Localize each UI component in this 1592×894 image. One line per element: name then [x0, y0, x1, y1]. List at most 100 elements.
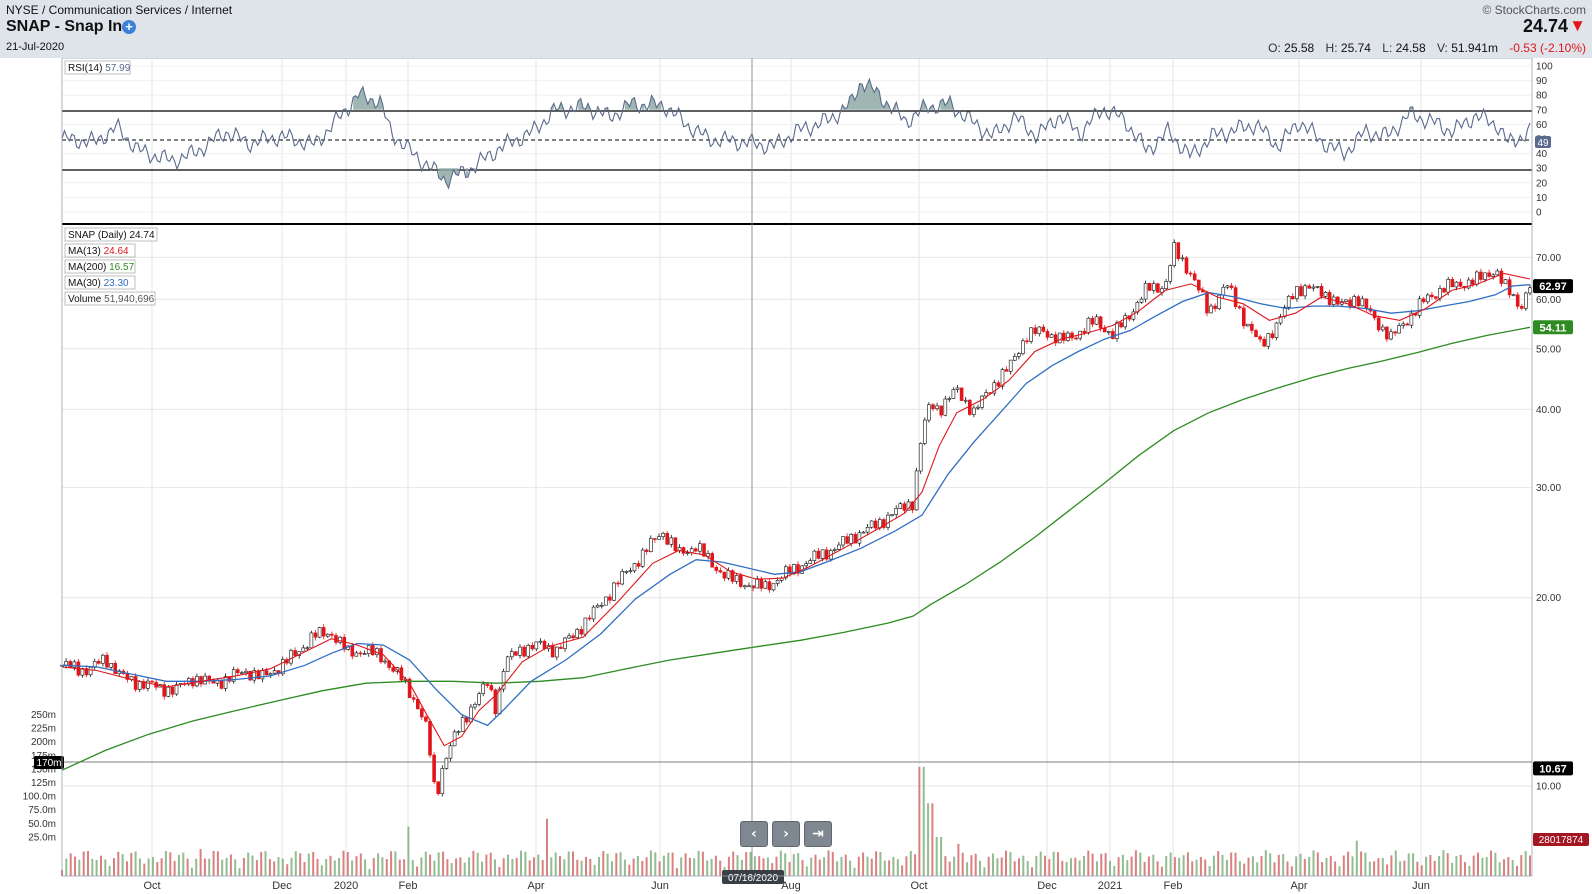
- candle-body: [264, 670, 269, 676]
- volume-bar: [935, 837, 938, 876]
- last-volume-tag: 28017874: [1533, 833, 1589, 846]
- ma30-line: [61, 284, 1531, 727]
- candle-body: [767, 581, 772, 591]
- volume-bar: [203, 858, 206, 876]
- volume-bar: [810, 857, 813, 876]
- candle-body: [526, 644, 531, 657]
- open-label: O:: [1268, 41, 1281, 55]
- volume-bar: [151, 857, 154, 876]
- volume-bar: [1091, 853, 1094, 876]
- volume-bar: [65, 858, 68, 876]
- candle-body: [628, 570, 633, 573]
- volume-bar: [1143, 862, 1146, 876]
- candle-body: [1515, 294, 1520, 307]
- price-legend-box: [64, 291, 156, 306]
- candle-body: [1426, 294, 1430, 303]
- volume-bar: [1286, 861, 1289, 876]
- candle-body: [648, 538, 653, 552]
- candle-body: [1270, 333, 1275, 339]
- volume-bar: [455, 858, 458, 876]
- legend-series-name: Volume: [68, 294, 104, 305]
- volume-bar: [255, 860, 258, 876]
- volume-bar: [520, 850, 522, 876]
- scroll-forward-button[interactable]: ›: [772, 821, 800, 847]
- rsi-tick-label: 60: [1536, 120, 1548, 131]
- candle-body: [922, 419, 927, 444]
- candle-body: [1156, 283, 1160, 293]
- candle-body: [959, 387, 964, 401]
- candle-body: [1434, 296, 1438, 299]
- volume-bar: [377, 853, 380, 876]
- candle-body: [272, 670, 277, 674]
- candle-body: [759, 578, 764, 589]
- volume-bar: [528, 860, 531, 876]
- volume-bar: [169, 852, 172, 876]
- candle-body: [1352, 296, 1356, 307]
- candle-body: [1205, 291, 1209, 314]
- volume-bar: [1147, 856, 1150, 876]
- candle-body: [501, 671, 506, 690]
- candle-body: [955, 387, 960, 390]
- candle-body: [1475, 271, 1479, 285]
- candle-body: [1029, 327, 1033, 342]
- candle-body: [931, 404, 935, 410]
- candle-body: [783, 566, 788, 579]
- legend-series-name: MA(30): [68, 278, 104, 289]
- candle-body: [1017, 353, 1021, 357]
- price-tick-label: 70.00: [1536, 253, 1561, 264]
- legend-series-value: 23.30: [104, 278, 129, 289]
- candle-body: [743, 585, 747, 588]
- candle-body: [841, 536, 845, 546]
- candle-body: [293, 650, 297, 656]
- candle-body: [514, 651, 518, 656]
- scroll-back-button[interactable]: ‹: [740, 821, 768, 847]
- candle-body: [583, 617, 588, 635]
- ohlc-readout: O: 25.58 H: 25.74 L: 24.58 V: 51.941m -0…: [1268, 41, 1586, 55]
- volume-bar: [1156, 861, 1159, 876]
- legend-series-value: 51,940,696: [104, 294, 154, 305]
- volume-bar: [1186, 852, 1189, 876]
- volume-bar: [381, 857, 384, 876]
- volume-bar: [225, 857, 228, 876]
- price-legend-entry: Volume 51,940,696: [68, 294, 155, 305]
- volume-bar: [260, 851, 263, 876]
- candle-body: [914, 470, 919, 511]
- price-chart[interactable]: 1009080706050403020100 RSI(14) 57.99 49 …: [0, 58, 1592, 894]
- candle-body: [898, 503, 903, 509]
- volume-bar: [156, 862, 159, 876]
- candle-body: [1258, 336, 1262, 340]
- candle-body: [722, 571, 727, 579]
- open-value: 25.58: [1284, 41, 1315, 55]
- symbol-title[interactable]: SNAP - Snap Inc.: [6, 18, 136, 35]
- candle-body: [1458, 281, 1463, 287]
- volume-bar: [1109, 860, 1111, 876]
- volume-bar: [706, 860, 709, 876]
- volume-bar: [758, 856, 761, 876]
- candle-body: [436, 781, 441, 794]
- volume-bar: [216, 851, 219, 876]
- candle-body: [493, 689, 498, 715]
- volume-bar: [1494, 852, 1497, 876]
- candle-body: [632, 563, 637, 572]
- volume-bar: [1022, 855, 1025, 876]
- volume-bar: [862, 852, 865, 876]
- candle-body: [1299, 286, 1303, 297]
- volume-bar: [108, 865, 111, 876]
- volume-bar: [1074, 857, 1077, 876]
- candle-body: [1057, 332, 1062, 344]
- volume-bar: [740, 859, 743, 876]
- candle-body: [1000, 369, 1005, 387]
- volume-bar: [1039, 851, 1042, 876]
- candle-body: [1045, 331, 1050, 338]
- scroll-to-end-button[interactable]: ⇥: [804, 821, 832, 847]
- volume-bar: [407, 826, 410, 876]
- volume-bar: [1425, 856, 1428, 876]
- volume-bar: [1026, 861, 1029, 876]
- candle-body: [644, 549, 649, 552]
- volume-bar: [147, 858, 150, 876]
- rsi-tick-label: 100: [1536, 62, 1553, 73]
- add-symbol-icon[interactable]: +: [122, 20, 136, 34]
- volume-bar: [1477, 852, 1479, 876]
- price-tick-label: 30.00: [1536, 483, 1561, 494]
- date-tick-label: Dec: [1037, 880, 1057, 892]
